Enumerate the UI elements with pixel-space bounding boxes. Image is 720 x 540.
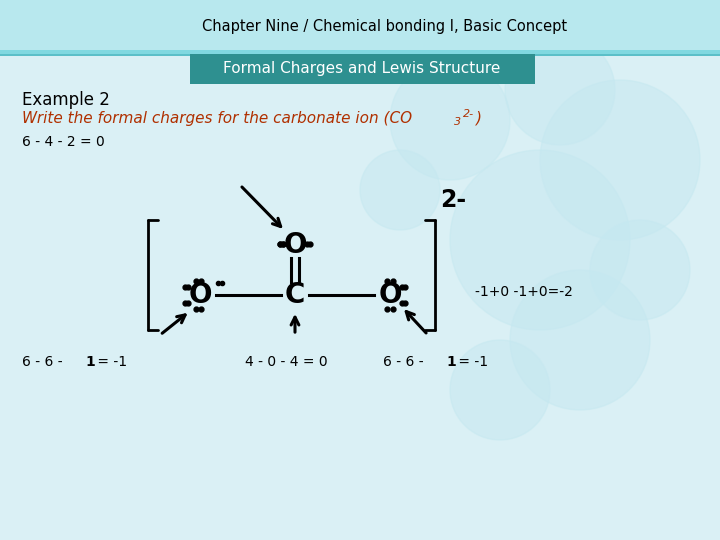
Text: -1+0 -1+0=-2: -1+0 -1+0=-2 bbox=[475, 285, 573, 299]
Bar bbox=[0, 50, 720, 56]
Circle shape bbox=[510, 270, 650, 410]
Circle shape bbox=[450, 340, 550, 440]
Text: Example 2: Example 2 bbox=[22, 91, 110, 109]
Text: O: O bbox=[283, 231, 307, 259]
Text: ): ) bbox=[476, 111, 482, 125]
Bar bbox=[190, 54, 535, 84]
Text: = -1: = -1 bbox=[93, 355, 127, 369]
Text: 2-: 2- bbox=[440, 188, 466, 212]
Text: 4 - 0 - 4 = 0: 4 - 0 - 4 = 0 bbox=[245, 355, 328, 369]
Text: O: O bbox=[188, 281, 212, 309]
Text: Write the formal charges for the carbonate ion (CO: Write the formal charges for the carbona… bbox=[22, 111, 412, 125]
Text: 2-: 2- bbox=[463, 109, 474, 119]
Circle shape bbox=[540, 80, 700, 240]
Circle shape bbox=[390, 60, 510, 180]
Text: Formal Charges and Lewis Structure: Formal Charges and Lewis Structure bbox=[223, 62, 500, 77]
Text: 1: 1 bbox=[85, 355, 95, 369]
Text: = -1: = -1 bbox=[454, 355, 488, 369]
Text: 6 - 6 -: 6 - 6 - bbox=[22, 355, 67, 369]
Text: Chapter Nine / Chemical bonding I, Basic Concept: Chapter Nine / Chemical bonding I, Basic… bbox=[202, 19, 567, 35]
Circle shape bbox=[505, 35, 615, 145]
Circle shape bbox=[590, 220, 690, 320]
Text: 6 - 6 -: 6 - 6 - bbox=[383, 355, 428, 369]
Circle shape bbox=[360, 150, 440, 230]
Text: 6 - 4 - 2 = 0: 6 - 4 - 2 = 0 bbox=[22, 135, 104, 149]
Text: 1: 1 bbox=[446, 355, 456, 369]
Text: C: C bbox=[285, 281, 305, 309]
Bar bbox=[0, 50, 720, 54]
Circle shape bbox=[450, 150, 630, 330]
Bar bbox=[0, 0, 720, 52]
Text: 3: 3 bbox=[454, 117, 461, 127]
Text: O: O bbox=[378, 281, 402, 309]
